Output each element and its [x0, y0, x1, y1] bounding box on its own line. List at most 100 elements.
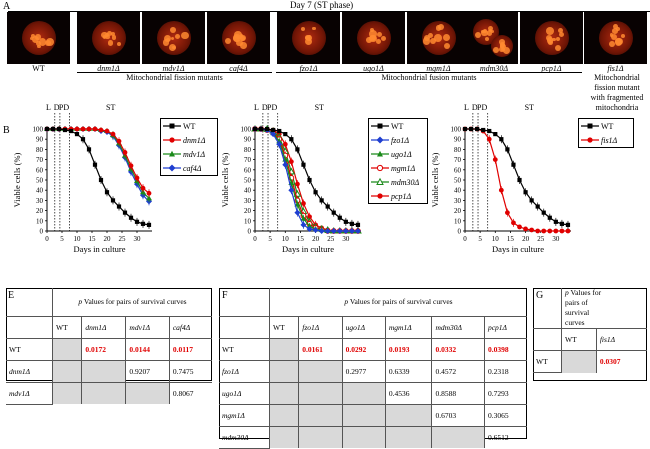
phase-label-l: L: [464, 103, 469, 112]
micrograph-label: dnm1Δ: [97, 64, 120, 73]
x-axis-label: Days in culture: [282, 244, 334, 254]
table-cell: 0.8067: [168, 381, 212, 404]
data-marker: [517, 177, 522, 183]
data-marker: [295, 181, 300, 187]
table-col-header: mgm1Δ: [384, 315, 433, 339]
table-cell: 0.0117: [168, 337, 212, 361]
data-marker: [535, 228, 541, 234]
x-tick-label: 25: [537, 235, 545, 243]
y-tick-label: 30: [454, 197, 462, 205]
mito-spot: [428, 32, 434, 38]
table-cell: [51, 359, 83, 383]
data-marker: [44, 126, 50, 132]
mito-spot: [35, 34, 41, 40]
table-col-header: fis1Δ: [595, 328, 647, 351]
data-marker: [146, 195, 152, 201]
y-tick-label: 80: [454, 146, 462, 154]
panel-letter-a: A: [3, 1, 11, 12]
data-marker: [104, 128, 110, 134]
micrograph-2: [77, 12, 140, 64]
table-row-label: ugo1Δ: [219, 381, 270, 405]
mito-spot: [558, 27, 564, 33]
mito-spot: [608, 41, 615, 47]
data-marker: [271, 127, 276, 133]
table-row-label: fzo1Δ: [219, 359, 270, 383]
legend-entry: mdv1Δ: [161, 147, 217, 161]
data-marker: [300, 221, 307, 228]
data-marker: [325, 204, 330, 209]
mito-spot: [311, 26, 316, 31]
table-col-header: pcp1Δ: [483, 315, 527, 339]
mito-spot: [484, 36, 490, 42]
data-marker: [104, 190, 110, 195]
y-axis-label: Viable cells (%): [220, 152, 230, 207]
y-tick-label: 10: [36, 217, 44, 225]
table-cell: 0.0172: [81, 337, 127, 361]
mito-spot: [162, 39, 170, 46]
data-marker: [511, 162, 516, 167]
legend-swatch: [371, 177, 389, 185]
micrograph-label: fis1Δ: [607, 64, 624, 73]
legend-swatch: [371, 164, 389, 172]
data-marker: [547, 228, 553, 234]
legend-swatch: [581, 137, 599, 143]
table-e-corner: [6, 288, 53, 317]
data-marker: [98, 127, 104, 133]
data-marker: [98, 177, 104, 183]
legend-entry: WT: [369, 119, 427, 133]
legend-label: fzo1Δ: [391, 135, 410, 145]
table-row-label: mdv1Δ: [6, 381, 53, 405]
data-marker: [475, 126, 480, 132]
table-row: dnm1Δ 0.9207 0.7475: [6, 359, 212, 383]
data-marker: [462, 126, 468, 132]
table-g-title-line: pairs of: [565, 298, 588, 307]
micrograph-6: [342, 12, 405, 64]
table-g-title: p Values for pairs of survival curves: [561, 288, 647, 329]
table-e: p Values for pairs of survival curves WT…: [6, 288, 212, 405]
table-cell: 0.0332: [431, 337, 485, 361]
legend-label: WT: [601, 121, 614, 131]
data-marker: [289, 137, 294, 142]
legend-marker: [169, 137, 175, 143]
micrograph-label: mdv1Δ: [162, 64, 185, 73]
data-marker: [306, 225, 313, 232]
mito-spot: [107, 40, 114, 46]
table-f-title: p Values for pairs of survival curves: [269, 288, 527, 317]
mito-spot: [443, 42, 450, 49]
mito-spot: [305, 34, 311, 40]
legend-swatch: [581, 123, 599, 129]
table-row: mdm30Δ 0.6512: [219, 425, 527, 449]
mito-spot: [181, 32, 189, 40]
table-cell: [298, 403, 343, 427]
fusion-bracket: [276, 72, 582, 73]
data-marker: [122, 150, 128, 155]
x-tick-label: 20: [312, 235, 320, 243]
mito-spot: [110, 31, 116, 37]
legend-label: ugo1Δ: [391, 149, 412, 159]
panel-a-title: Day 7 (ST phase): [290, 0, 354, 10]
phase-label-st: ST: [106, 103, 115, 112]
data-marker: [553, 219, 558, 224]
table-g: p Values for pairs of survival curves WT…: [533, 288, 647, 373]
data-marker: [128, 163, 134, 169]
mito-spot: [35, 40, 42, 47]
legend-entry: mdm30Δ: [369, 175, 427, 189]
data-marker: [283, 132, 288, 137]
data-marker: [498, 187, 504, 193]
fission-group-label: Mitochondrial fission mutants: [126, 73, 223, 82]
legend-entry: pcp1Δ: [369, 189, 427, 203]
micrograph-8: [470, 12, 518, 64]
data-marker: [337, 215, 342, 220]
x-tick-label: 30: [134, 235, 142, 243]
fis1-group-line: mitochondria: [595, 103, 639, 112]
mito-spot: [474, 31, 482, 39]
y-tick-label: 30: [244, 197, 252, 205]
mito-spot: [29, 36, 34, 41]
mito-spot: [116, 41, 121, 46]
y-tick-label: 40: [36, 187, 44, 195]
series-line: [465, 128, 568, 232]
table-cell: [268, 381, 300, 405]
y-tick-label: 0: [458, 228, 462, 236]
data-marker: [319, 198, 324, 203]
data-marker: [468, 126, 474, 132]
